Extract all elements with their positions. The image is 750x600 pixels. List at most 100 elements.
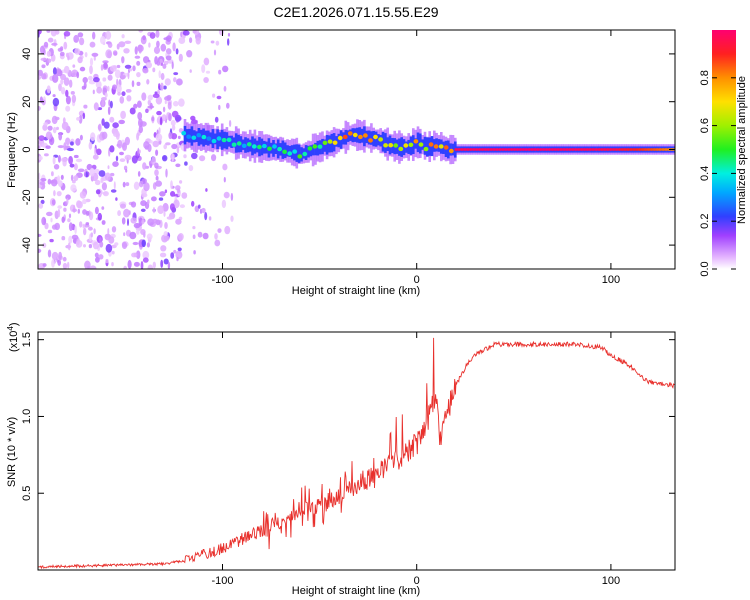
snr-scale-label: (x104) (6, 322, 20, 352)
noise-blob (104, 172, 111, 181)
noise-blob (191, 200, 195, 207)
noise-blob (121, 217, 126, 225)
noise-blob (93, 55, 96, 61)
ridge-band (386, 137, 389, 151)
noise-blob (155, 96, 163, 105)
noise-blob (67, 147, 74, 152)
noise-blob (69, 79, 73, 88)
noise-blob (131, 252, 137, 258)
noise-blob (73, 154, 79, 159)
noise-blob (175, 218, 182, 225)
noise-blob (134, 55, 141, 59)
noise-blob (145, 61, 152, 69)
snr-x-tick-label: 0 (414, 575, 420, 587)
ridge-core (466, 148, 470, 151)
noise-blob (79, 66, 86, 72)
noise-blob (149, 32, 156, 39)
noise-blob (73, 163, 78, 171)
ridge-core (251, 144, 257, 149)
noise-blob (216, 95, 222, 100)
ridge-core (368, 138, 373, 143)
noise-blob (222, 163, 228, 171)
noise-blob (96, 148, 102, 156)
noise-blob (133, 261, 140, 267)
noise-blob (203, 57, 210, 66)
noise-blob (111, 250, 115, 255)
noise-blob (89, 265, 97, 269)
noise-blob (97, 212, 103, 221)
noise-blob (160, 43, 167, 52)
ridge-core (307, 146, 313, 151)
noise-blob (215, 40, 220, 46)
noise-blob (154, 162, 159, 169)
snr-y-label: SNR (10 * v/v) (6, 417, 18, 487)
noise-blob (175, 48, 179, 55)
noise-blob (136, 81, 141, 86)
spectrogram-x-tick-label: -100 (211, 274, 233, 286)
noise-blob (74, 48, 81, 55)
noise-blob (72, 64, 76, 68)
ridge-core (626, 148, 631, 151)
noise-blob (94, 252, 99, 258)
noise-blob (109, 145, 115, 153)
ridge-core (588, 148, 593, 151)
ridge-band (372, 131, 375, 147)
ridge-band (190, 126, 194, 146)
noise-blob (63, 41, 68, 50)
ridge-core (231, 142, 237, 147)
noise-blob (107, 85, 110, 92)
ridge-core (605, 148, 610, 151)
noise-blob (162, 63, 167, 69)
noise-blob (42, 263, 47, 267)
noise-blob (81, 85, 86, 90)
ridge-band (281, 140, 285, 159)
noise-blob (42, 242, 47, 248)
noise-blob (162, 106, 166, 113)
noise-blob (51, 199, 56, 206)
noise-blob (179, 204, 185, 209)
ridge-band (234, 133, 238, 153)
colorbar-scale (712, 30, 736, 269)
noise-blob (84, 52, 88, 58)
ridge-core (393, 143, 399, 148)
ridge-core (332, 140, 338, 145)
noise-blob (136, 72, 141, 78)
ridge-core (408, 142, 414, 147)
ridge-core (649, 148, 654, 151)
ridge-band (316, 140, 320, 156)
noise-blob (138, 180, 144, 188)
noise-blob (143, 182, 150, 192)
noise-blob (163, 37, 170, 41)
ridge-core (312, 144, 318, 149)
noise-blob (50, 179, 58, 187)
noise-blob (38, 172, 41, 180)
ridge-core (637, 148, 642, 151)
noise-blob (151, 196, 157, 202)
ridge-core (302, 151, 308, 157)
noise-blob (227, 38, 230, 46)
noise-blob (151, 116, 155, 122)
noise-blob (57, 145, 65, 149)
ridge-core (640, 148, 645, 151)
spectrogram-x-tick-label: 100 (602, 274, 620, 286)
noise-blob (90, 132, 96, 142)
ridge-core (515, 148, 520, 151)
noise-blob (104, 234, 111, 238)
noise-blob (170, 120, 176, 126)
noise-blob (78, 115, 83, 124)
ridge-band (295, 144, 299, 162)
noise-blob (44, 222, 49, 230)
noise-blob (123, 48, 130, 54)
noise-blob (218, 30, 225, 36)
noise-blob (155, 133, 163, 142)
noise-blob (142, 67, 149, 74)
noise-blob (158, 70, 161, 79)
noise-blob (176, 146, 180, 154)
noise-blob (169, 203, 175, 211)
ridge-core (297, 154, 303, 159)
ridge-core (352, 132, 358, 138)
noise-blob (94, 179, 101, 186)
noise-blob (46, 85, 51, 94)
noise-blob (54, 222, 60, 231)
ridge-core (521, 148, 526, 151)
